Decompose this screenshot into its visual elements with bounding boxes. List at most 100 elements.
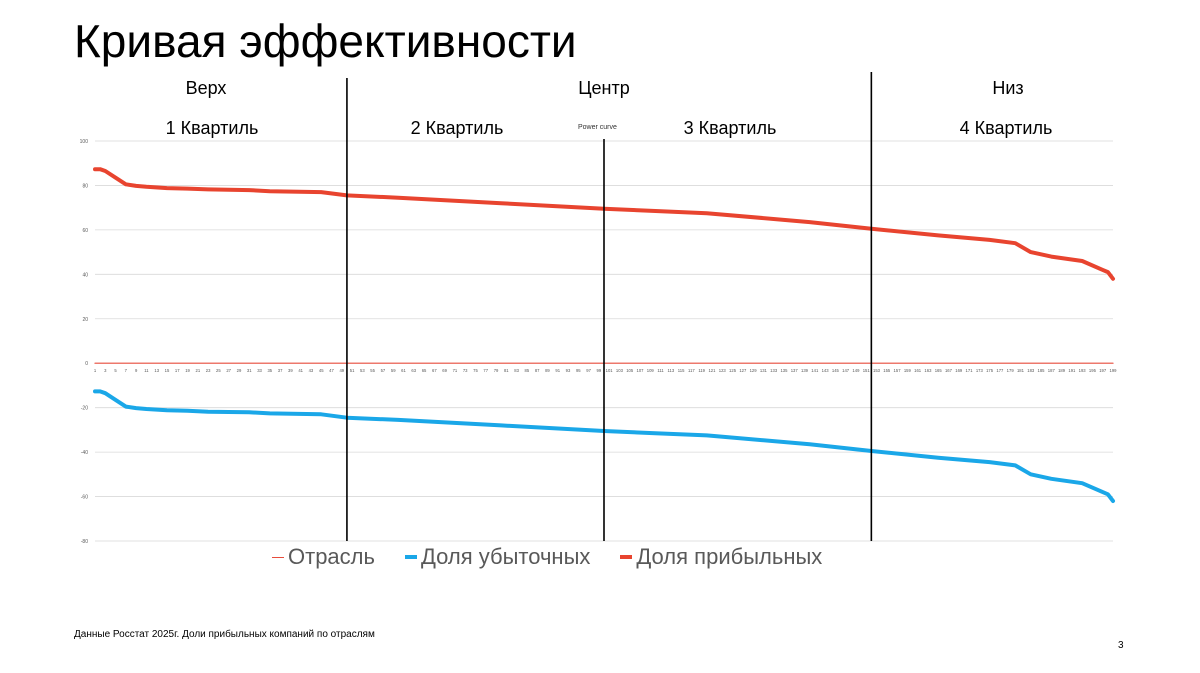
x-tick-label: 171 — [966, 368, 974, 373]
legend-swatch-loss — [404, 555, 417, 559]
x-tick-label: 51 — [350, 368, 355, 373]
x-tick-label: 89 — [545, 368, 550, 373]
x-tick-label: 191 — [1068, 368, 1076, 373]
x-tick-label: 75 — [473, 368, 478, 373]
x-tick-label: 7 — [125, 368, 128, 373]
x-tick-label: 57 — [381, 368, 386, 373]
y-tick-label: 80 — [82, 183, 88, 189]
x-tick-label: 69 — [442, 368, 447, 373]
x-tick-label: 155 — [883, 368, 891, 373]
y-tick-label: -40 — [81, 450, 88, 456]
slide-title: Кривая эффективности — [74, 15, 577, 67]
legend-label-profit: Доля прибыльных — [636, 544, 823, 569]
x-tick-label: 47 — [329, 368, 334, 373]
x-tick-label: 41 — [298, 368, 303, 373]
x-tick-label: 115 — [678, 368, 685, 373]
series-line-1 — [93, 389, 1115, 503]
x-tick-label: 53 — [360, 368, 365, 373]
x-tick-label: 197 — [1099, 368, 1107, 373]
zone-label-bottom: Низ — [992, 78, 1024, 98]
y-tick-label: 100 — [80, 139, 89, 145]
x-tick-label: 21 — [195, 368, 200, 373]
x-tick-label: 35 — [267, 368, 272, 373]
x-tick-label: 27 — [226, 368, 231, 373]
x-tick-label: 117 — [688, 368, 695, 373]
x-tick-label: 143 — [822, 368, 830, 373]
x-tick-label: 65 — [422, 368, 427, 373]
x-tick-label: 163 — [924, 368, 932, 373]
x-tick-label: 37 — [278, 368, 283, 373]
x-tick-label: 25 — [216, 368, 221, 373]
x-tick-label: 99 — [597, 368, 602, 373]
page-number: 3 — [1118, 640, 1124, 651]
legend-item-loss: Доля убыточных — [404, 544, 591, 570]
x-tick-label: 111 — [657, 368, 664, 373]
x-tick-label: 77 — [483, 368, 488, 373]
x-tick-label: 133 — [770, 368, 778, 373]
x-tick-label: 139 — [801, 368, 809, 373]
x-tick-label: 9 — [135, 368, 138, 373]
x-tick-label: 185 — [1038, 368, 1046, 373]
x-tick-label: 17 — [175, 368, 180, 373]
chart-inner-title: Power curve — [578, 124, 617, 131]
x-tick-label: 93 — [566, 368, 571, 373]
x-tick-label: 91 — [555, 368, 560, 373]
quartile-label-2: 2 Квартиль — [410, 118, 504, 138]
x-tick-label: 127 — [739, 368, 747, 373]
y-tick-label: 20 — [82, 317, 88, 323]
series-line-2 — [93, 167, 1115, 281]
x-tick-label: 137 — [791, 368, 799, 373]
x-tick-label: 59 — [391, 368, 396, 373]
quartile-label-4: 4 Квартиль — [959, 118, 1053, 138]
x-tick-label: 87 — [535, 368, 540, 373]
x-tick-label: 43 — [309, 368, 314, 373]
x-tick-label: 13 — [154, 368, 159, 373]
quartile-label-3: 3 Квартиль — [683, 118, 777, 138]
x-tick-label: 31 — [247, 368, 252, 373]
legend-label-industry: Отрасль — [288, 544, 375, 569]
y-tick-label: -80 — [81, 539, 88, 545]
x-tick-label: 29 — [237, 368, 242, 373]
x-tick-label: 123 — [719, 368, 727, 373]
x-tick-label: 81 — [504, 368, 509, 373]
legend-item-industry: Отрасль — [272, 544, 375, 570]
x-tick-label: 187 — [1048, 368, 1056, 373]
x-tick-label: 1 — [94, 368, 97, 373]
quartile-label-1: 1 Квартиль — [165, 118, 259, 138]
x-tick-label: 193 — [1079, 368, 1087, 373]
x-tick-label: 39 — [288, 368, 293, 373]
x-tick-label: 107 — [636, 368, 644, 373]
x-tick-label: 19 — [185, 368, 190, 373]
x-tick-label: 103 — [616, 368, 624, 373]
x-tick-label: 3 — [104, 368, 107, 373]
legend-swatch-industry — [272, 556, 284, 558]
x-tick-label: 183 — [1027, 368, 1035, 373]
x-tick-label: 181 — [1017, 368, 1025, 373]
x-tick-label: 97 — [586, 368, 591, 373]
x-tick-label: 61 — [401, 368, 406, 373]
legend-item-profit: Доля прибыльных — [620, 544, 822, 570]
x-tick-label: 173 — [976, 368, 984, 373]
x-tick-label: 179 — [1007, 368, 1015, 373]
x-tick-label: 119 — [698, 368, 705, 373]
x-tick-label: 169 — [955, 368, 963, 373]
x-tick-label: 167 — [945, 368, 953, 373]
x-tick-label: 83 — [514, 368, 519, 373]
y-tick-label: 60 — [82, 228, 88, 234]
x-tick-label: 131 — [760, 368, 768, 373]
x-tick-label: 45 — [319, 368, 324, 373]
x-tick-label: 141 — [811, 368, 819, 373]
x-tick-label: 159 — [904, 368, 912, 373]
x-tick-label: 113 — [667, 368, 674, 373]
x-tick-label: 79 — [494, 368, 499, 373]
x-tick-label: 147 — [842, 368, 850, 373]
x-tick-label: 33 — [257, 368, 262, 373]
y-tick-label: 40 — [82, 272, 88, 278]
x-tick-label: 55 — [370, 368, 375, 373]
x-tick-label: 135 — [780, 368, 788, 373]
x-tick-label: 101 — [606, 368, 614, 373]
x-tick-label: 151 — [863, 368, 871, 373]
x-tick-label: 177 — [996, 368, 1004, 373]
x-tick-label: 145 — [832, 368, 840, 373]
legend-label-loss: Доля убыточных — [420, 544, 591, 569]
